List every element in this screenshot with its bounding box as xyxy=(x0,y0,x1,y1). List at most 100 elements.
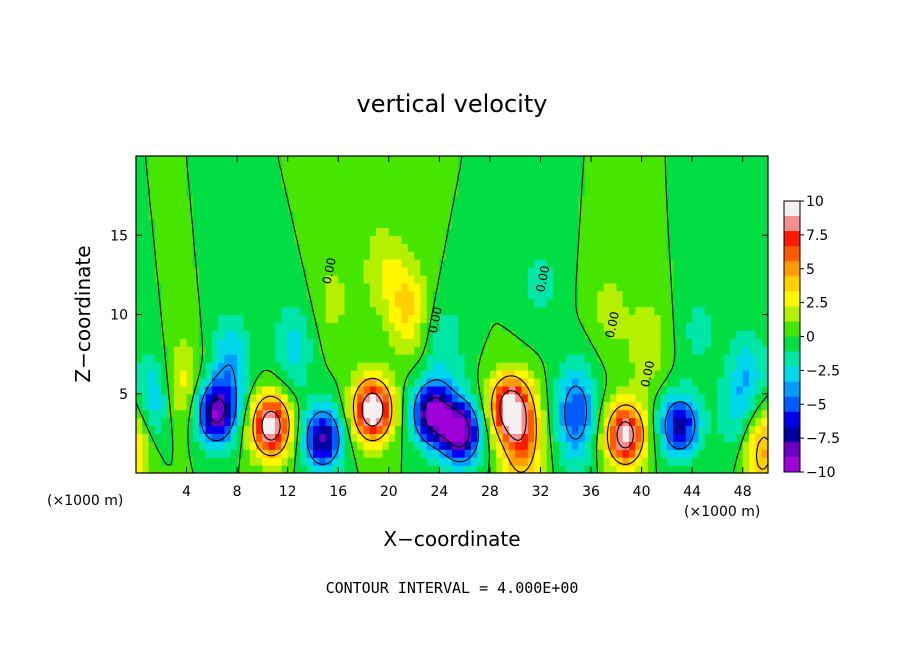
field-cell xyxy=(294,171,301,181)
field-cell xyxy=(717,227,725,236)
field-cell xyxy=(565,156,573,165)
field-cell xyxy=(268,227,276,236)
field-cell xyxy=(591,282,598,292)
field-cell xyxy=(331,171,339,181)
field-cell xyxy=(281,163,289,173)
field-cell xyxy=(230,401,238,411)
field-cell xyxy=(578,369,586,379)
field-cell xyxy=(711,195,719,205)
field-cell xyxy=(698,195,706,205)
field-cell xyxy=(281,274,289,284)
field-cell xyxy=(388,187,396,197)
field-cell xyxy=(572,338,579,347)
field-cell xyxy=(502,179,510,189)
field-cell xyxy=(173,298,181,308)
field-cell xyxy=(584,298,592,308)
field-cell xyxy=(641,195,649,205)
field-cell xyxy=(628,457,636,466)
field-cell xyxy=(628,393,636,403)
field-cell xyxy=(616,322,624,331)
field-cell xyxy=(647,465,655,473)
field-cell xyxy=(717,211,725,220)
field-cell xyxy=(692,274,700,284)
field-cell xyxy=(249,449,257,458)
field-cell xyxy=(679,449,687,458)
field-cell xyxy=(294,156,301,165)
field-cell xyxy=(755,195,763,205)
field-cell xyxy=(287,401,295,411)
field-cell xyxy=(369,274,377,284)
field-cell xyxy=(275,298,282,308)
field-cell xyxy=(357,179,365,189)
field-cell xyxy=(540,393,548,403)
field-cell xyxy=(395,203,403,213)
field-cell xyxy=(464,314,472,324)
field-cell xyxy=(603,362,611,371)
field-cell xyxy=(464,298,472,308)
field-cell xyxy=(306,465,314,473)
field-cell xyxy=(300,369,308,379)
field-cell xyxy=(742,203,750,213)
field-cell xyxy=(742,322,750,331)
field-cell xyxy=(312,346,320,355)
field-cell xyxy=(420,393,428,403)
field-cell xyxy=(470,171,478,181)
field-cell xyxy=(717,274,725,284)
field-cell xyxy=(597,385,605,395)
field-cell xyxy=(420,203,428,213)
field-cell xyxy=(496,266,504,276)
field-cell xyxy=(319,409,327,419)
field-cell xyxy=(414,306,421,316)
field-cell xyxy=(230,465,238,473)
field-cell xyxy=(610,393,617,403)
field-cell xyxy=(306,314,314,324)
field-cell xyxy=(439,409,447,419)
field-cell xyxy=(730,330,737,339)
field-cell xyxy=(331,314,339,324)
field-cell xyxy=(268,219,276,228)
field-cell xyxy=(635,259,643,268)
field-cell xyxy=(534,362,542,371)
field-cell xyxy=(616,465,624,473)
field-cell xyxy=(489,433,497,442)
field-cell xyxy=(382,259,390,268)
field-cell xyxy=(603,274,611,284)
field-cell xyxy=(755,385,763,395)
field-cell xyxy=(647,203,655,213)
field-cell xyxy=(388,266,396,276)
field-cell xyxy=(508,354,516,363)
field-cell xyxy=(515,251,523,260)
field-cell xyxy=(546,243,554,252)
field-cell xyxy=(249,354,257,363)
field-cell xyxy=(546,298,554,308)
field-cell xyxy=(395,282,403,292)
field-cell xyxy=(546,259,554,268)
field-cell xyxy=(660,298,668,308)
field-cell xyxy=(186,417,194,427)
field-cell xyxy=(363,417,371,427)
field-cell xyxy=(325,465,333,473)
field-cell xyxy=(628,203,636,213)
field-cell xyxy=(603,330,611,339)
field-cell xyxy=(521,282,529,292)
field-cell xyxy=(711,219,719,228)
field-cell xyxy=(230,266,238,276)
field-cell xyxy=(262,156,270,165)
field-cell xyxy=(306,322,314,331)
field-cell xyxy=(243,433,251,442)
field-cell xyxy=(749,219,756,228)
field-cell xyxy=(521,290,529,300)
field-cell xyxy=(331,187,339,197)
field-cell xyxy=(312,179,320,189)
field-cell xyxy=(237,425,245,434)
field-cell xyxy=(578,243,586,252)
field-cell xyxy=(338,354,346,363)
field-cell xyxy=(717,362,725,371)
field-cell xyxy=(698,259,706,268)
field-cell xyxy=(534,385,542,395)
field-cell xyxy=(256,282,263,292)
field-cell xyxy=(173,203,181,213)
field-cell xyxy=(628,338,636,347)
field-cell xyxy=(654,259,662,268)
field-cell xyxy=(628,385,636,395)
